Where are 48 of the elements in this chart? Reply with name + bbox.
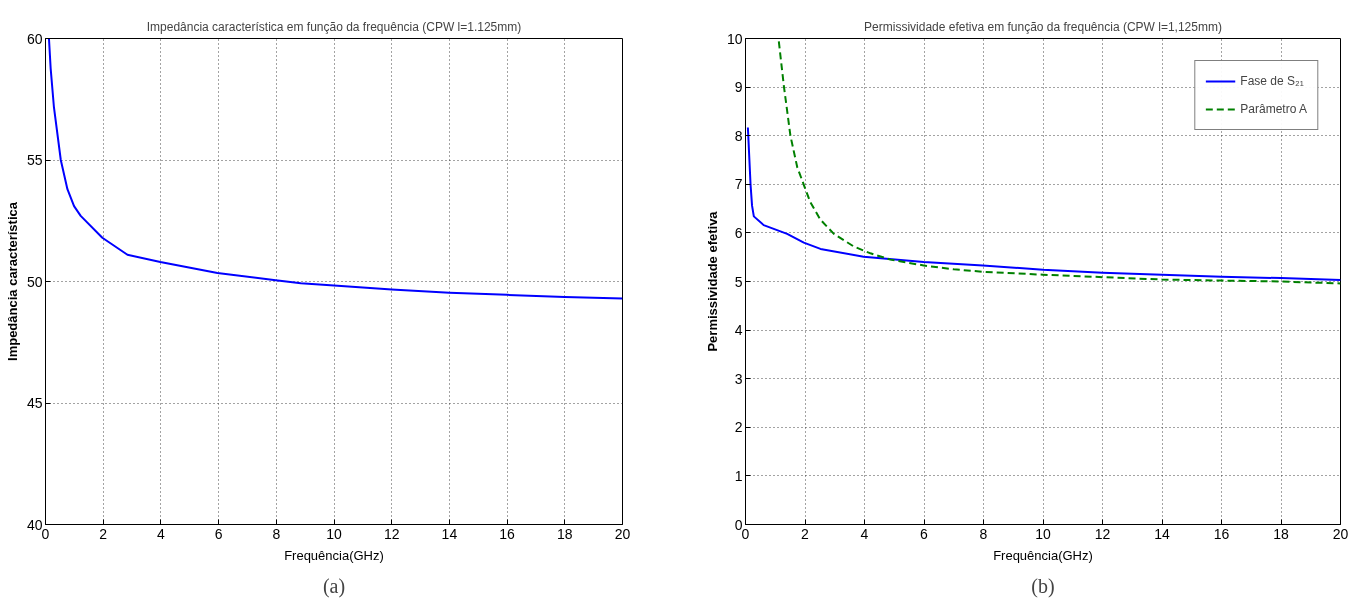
text: (b) [1031, 574, 1055, 598]
y-tick-label: 4 [734, 322, 743, 339]
y-tick-label: 55 [26, 152, 43, 168]
x-tick-label: 8 [979, 525, 988, 542]
y-tick-label: 40 [26, 516, 43, 533]
legend-label: Parâmetro A [1240, 102, 1307, 116]
chart-title: Permissividade efetiva em função da frequência (CPW l=1,125mm) [864, 19, 1222, 34]
y-tick-label: 9 [734, 79, 743, 96]
y-tick-label: 3 [734, 370, 743, 387]
y-tick-label: 45 [26, 395, 43, 411]
x-tick-label: 10 [1035, 525, 1051, 542]
x-tick-label: 2 [99, 525, 108, 542]
y-axis-title: Permissividade efetiva [704, 210, 720, 352]
y-tick-label: 5 [734, 273, 743, 290]
x-tick-label: 20 [1332, 525, 1349, 542]
x-tick-label: 18 [1273, 525, 1289, 542]
line-series [47, 38, 623, 300]
y-tick-label: 1 [734, 467, 743, 484]
x-tick-label: 14 [1154, 525, 1170, 542]
y-tick-label: 8 [734, 127, 743, 144]
x-tick-label: 20 [614, 525, 631, 542]
y-tick-label: 60 [26, 30, 43, 47]
x-tick-label: 6 [920, 525, 929, 542]
y-tick-label: 10 [726, 30, 743, 47]
text: (a) [322, 574, 346, 598]
x-tick-label: 8 [272, 525, 281, 542]
x-axis-title: Frequência(GHz) [993, 547, 1093, 563]
x-tick-label: 12 [383, 525, 400, 542]
x-tick-label: 14 [441, 525, 458, 542]
y-tick-label: 50 [26, 273, 43, 290]
x-tick-label: 16 [499, 525, 516, 542]
x-tick-label: 12 [1094, 525, 1111, 542]
x-tick-label: 10 [326, 525, 342, 542]
x-tick-label: 16 [1213, 525, 1230, 542]
x-tick-label: 4 [860, 525, 869, 542]
x-tick-label: 4 [157, 525, 166, 542]
line-series [777, 40, 1341, 285]
x-tick-label: 2 [801, 525, 810, 542]
legend-label: Fase de S₂₁ [1240, 74, 1304, 88]
x-tick-label: 6 [214, 525, 223, 542]
chart-title: Impedância característica em função da frequência (CPW l=1.125mm) [146, 19, 522, 34]
x-axis-title: Frequência(GHz) [284, 547, 384, 563]
y-axis-title: Impedância característica [4, 201, 20, 361]
y-tick-label: 2 [734, 419, 743, 436]
line-series [746, 126, 1341, 282]
y-tick-label: 6 [734, 224, 743, 241]
y-tick-label: 7 [734, 176, 743, 193]
x-tick-label: 18 [557, 525, 573, 542]
